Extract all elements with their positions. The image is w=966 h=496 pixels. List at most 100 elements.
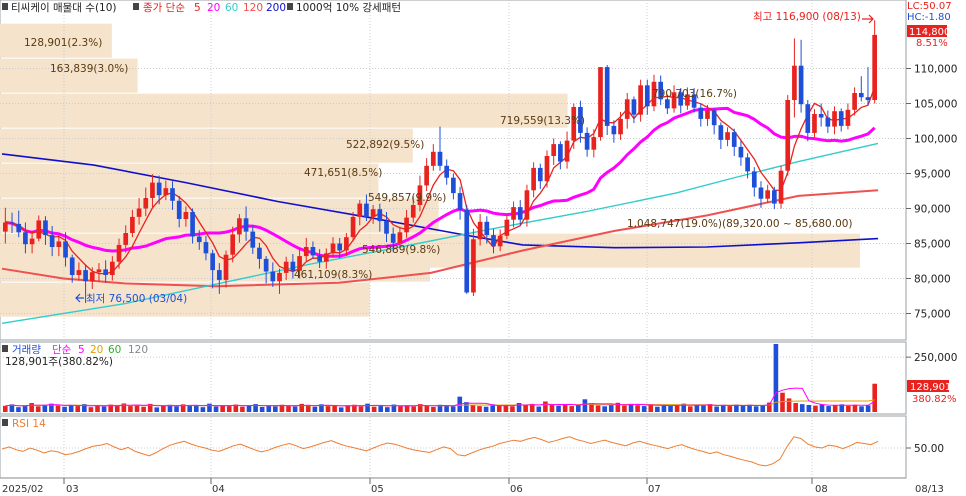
volume-bar <box>720 405 726 412</box>
volume-bar <box>128 406 133 412</box>
candle-body <box>711 110 717 126</box>
candle-body <box>96 269 102 273</box>
legend-ma-type[interactable]: 종가 단순 <box>143 2 185 14</box>
legend-ma120[interactable]: 120 <box>243 2 263 14</box>
candle-body <box>772 190 777 204</box>
price-tick-label: 110,000 <box>914 64 957 76</box>
volume-bar <box>701 405 706 412</box>
candle-body <box>658 81 664 100</box>
candle-body <box>858 93 864 98</box>
volume-ma20[interactable]: 20 <box>90 344 103 356</box>
x-label: 07 <box>648 484 661 495</box>
stock-name[interactable]: 티씨케이 매물대 수(10) <box>11 2 117 14</box>
menu-square-icon[interactable] <box>2 3 8 10</box>
candle-body <box>517 207 523 220</box>
candle-body <box>103 269 108 275</box>
candle-body <box>277 272 282 282</box>
legend-ma200[interactable]: 200 <box>266 2 286 14</box>
volume-ma5[interactable]: 5 <box>78 344 85 356</box>
volume-tick-label: 250,000 <box>914 352 957 364</box>
volume-bar <box>786 398 792 412</box>
candle-body <box>738 146 744 158</box>
high-annotation: 최고 116,900 (08/13) <box>753 11 861 23</box>
x-label: 05 <box>371 484 384 495</box>
volume-ma-type[interactable]: 단순 <box>52 344 72 356</box>
volume-bar <box>865 405 871 412</box>
candle-body <box>838 111 844 126</box>
lc-label: LC:50.07 <box>907 1 952 12</box>
candle-body <box>705 110 710 119</box>
candle-body <box>216 270 222 280</box>
volume-bar <box>496 405 502 412</box>
volume-bar <box>42 404 48 412</box>
rsi-line <box>1 436 879 467</box>
volume-bar <box>490 404 495 412</box>
ma20-line <box>5 106 876 258</box>
price-tick-label: 80,000 <box>914 274 951 286</box>
volume-profile-label: 549,857(9.9%) <box>368 192 446 204</box>
current-change: 8.51% <box>916 38 948 49</box>
price-tick-label: 100,000 <box>914 134 957 146</box>
candle-body <box>751 171 757 188</box>
volume-title[interactable]: 거래량 <box>12 344 41 356</box>
candle-body <box>718 125 724 140</box>
volume-bar <box>536 406 542 412</box>
volume-bar <box>740 405 746 412</box>
high-arrow-icon <box>862 14 874 24</box>
axes: 75,000 80,000 85,000 90,000 95,000 100,000 105… <box>0 64 957 484</box>
volume-bar <box>299 403 304 412</box>
volume-bar <box>477 406 482 412</box>
candle-body <box>537 167 543 182</box>
rsi-title[interactable]: RSI 14 <box>12 418 46 430</box>
candle-body <box>678 92 684 106</box>
candle-body <box>283 261 289 273</box>
volume-profile-label: 546,889(9.8%) <box>362 244 440 256</box>
volume-bar <box>233 404 239 412</box>
legend-ma60[interactable]: 60 <box>225 2 238 14</box>
volume-bar <box>141 406 146 412</box>
volume-profile-label: 128,901(2.3%) <box>24 37 102 49</box>
volume-profile-band <box>0 93 568 128</box>
candle-body <box>812 114 817 133</box>
candle-body <box>330 243 336 254</box>
menu-square-icon[interactable] <box>133 3 139 10</box>
candle-body <box>143 198 149 209</box>
volume-profile-label: 790,703(16.7%) <box>652 88 737 100</box>
candle-body <box>477 221 483 240</box>
volume-bar <box>220 405 225 412</box>
candle-body <box>792 65 797 100</box>
volume-profile-band <box>0 282 370 317</box>
volume-ma60[interactable]: 60 <box>108 344 121 356</box>
volume-bar <box>641 406 647 412</box>
volume-bar <box>365 403 370 412</box>
menu-square-icon[interactable] <box>287 3 293 10</box>
menu-square-icon[interactable] <box>2 345 8 352</box>
candle-body <box>417 185 423 205</box>
candle-body <box>76 270 82 275</box>
volume-bar <box>174 406 179 412</box>
legend-ma5[interactable]: 5 <box>194 2 201 14</box>
rsi-panel[interactable] <box>0 415 907 479</box>
menu-square-icon[interactable] <box>2 419 8 426</box>
volume-bar <box>246 405 252 412</box>
volume-panel[interactable] <box>0 341 907 415</box>
legend-ma20[interactable]: 20 <box>207 2 220 14</box>
volume-bar <box>147 403 153 412</box>
candle-body <box>384 221 389 234</box>
volume-bar <box>29 403 34 412</box>
volume-bar <box>569 406 575 412</box>
candle-body <box>644 85 650 107</box>
legend-pattern[interactable]: 1000억 10% 강세패턴 <box>296 2 401 14</box>
volume-bar <box>319 404 324 412</box>
price-legend: 티씨케이 매물대 수(10) 종가 단순 5 20 60 120 200 100… <box>2 1 952 23</box>
volume-profile-label: 163,839(3.0%) <box>50 63 128 75</box>
volume-bar <box>62 406 67 412</box>
ma60-line <box>1 142 879 324</box>
volume-info: 128,901주(380.82%) <box>5 356 113 368</box>
low-annotation: 최저 76,500 (03/04) <box>86 293 187 305</box>
volume-ma120[interactable]: 120 <box>128 344 148 356</box>
volume-bar <box>661 404 667 412</box>
candle-body <box>29 238 35 245</box>
volume-bar <box>279 404 285 412</box>
